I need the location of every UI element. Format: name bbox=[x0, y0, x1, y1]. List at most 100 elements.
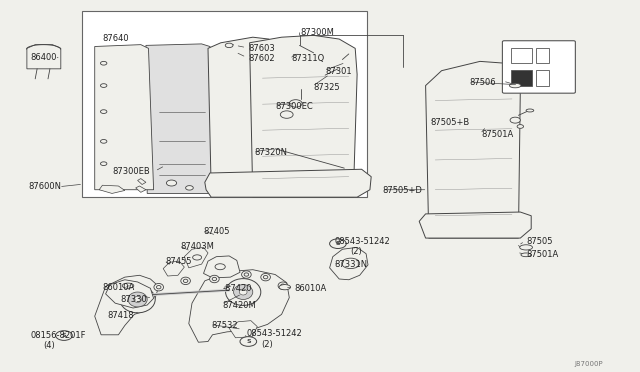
Text: 87532: 87532 bbox=[211, 321, 238, 330]
FancyBboxPatch shape bbox=[511, 70, 532, 86]
FancyBboxPatch shape bbox=[511, 48, 532, 63]
Text: 87600N: 87600N bbox=[29, 182, 62, 191]
Text: 87505+B: 87505+B bbox=[430, 118, 469, 126]
Circle shape bbox=[289, 100, 302, 107]
Ellipse shape bbox=[120, 286, 155, 313]
Circle shape bbox=[225, 43, 233, 48]
Text: 87300EB: 87300EB bbox=[113, 167, 150, 176]
Ellipse shape bbox=[520, 245, 532, 250]
Circle shape bbox=[56, 331, 72, 340]
Polygon shape bbox=[205, 169, 371, 197]
Polygon shape bbox=[419, 212, 531, 238]
Text: 87300EC: 87300EC bbox=[275, 102, 313, 110]
Text: 08543-51242: 08543-51242 bbox=[246, 329, 302, 338]
Text: S: S bbox=[246, 339, 251, 344]
Circle shape bbox=[517, 125, 524, 128]
Ellipse shape bbox=[244, 273, 249, 276]
Ellipse shape bbox=[210, 275, 220, 283]
Polygon shape bbox=[426, 61, 520, 238]
Text: 87331N: 87331N bbox=[334, 260, 367, 269]
Circle shape bbox=[330, 239, 346, 248]
Ellipse shape bbox=[280, 284, 285, 287]
Circle shape bbox=[100, 110, 107, 113]
Polygon shape bbox=[95, 45, 154, 190]
Text: 87506: 87506 bbox=[470, 78, 497, 87]
Circle shape bbox=[166, 180, 177, 186]
Text: 08156-8201F: 08156-8201F bbox=[31, 331, 86, 340]
Ellipse shape bbox=[521, 253, 531, 257]
Circle shape bbox=[100, 84, 107, 87]
Ellipse shape bbox=[263, 275, 268, 279]
Polygon shape bbox=[330, 247, 368, 280]
Text: 87301: 87301 bbox=[325, 67, 352, 76]
Ellipse shape bbox=[261, 273, 270, 281]
FancyBboxPatch shape bbox=[502, 41, 575, 93]
Text: 87330: 87330 bbox=[120, 295, 147, 304]
Ellipse shape bbox=[183, 279, 188, 283]
Polygon shape bbox=[163, 261, 184, 276]
Circle shape bbox=[100, 61, 107, 65]
Polygon shape bbox=[146, 44, 216, 193]
Ellipse shape bbox=[180, 277, 191, 285]
Polygon shape bbox=[138, 179, 146, 185]
Ellipse shape bbox=[156, 286, 161, 289]
Ellipse shape bbox=[154, 283, 164, 291]
Text: 87640: 87640 bbox=[102, 34, 129, 43]
Text: 87403M: 87403M bbox=[180, 242, 214, 251]
Circle shape bbox=[100, 162, 107, 166]
Polygon shape bbox=[184, 247, 208, 268]
Polygon shape bbox=[95, 275, 159, 335]
Polygon shape bbox=[229, 321, 257, 338]
Text: 08543-51242: 08543-51242 bbox=[334, 237, 390, 246]
Text: 87602: 87602 bbox=[248, 54, 275, 62]
Text: 87405: 87405 bbox=[204, 227, 230, 236]
Text: 87505+D: 87505+D bbox=[383, 186, 422, 195]
FancyBboxPatch shape bbox=[536, 70, 549, 86]
Circle shape bbox=[342, 258, 360, 269]
Text: 87603: 87603 bbox=[248, 44, 275, 53]
FancyBboxPatch shape bbox=[536, 48, 549, 63]
Text: 87418: 87418 bbox=[108, 311, 134, 320]
Polygon shape bbox=[250, 35, 357, 197]
Text: (2): (2) bbox=[351, 247, 362, 256]
Ellipse shape bbox=[128, 292, 147, 307]
Text: (4): (4) bbox=[44, 341, 55, 350]
Text: 87420M: 87420M bbox=[223, 301, 257, 310]
Text: -87420: -87420 bbox=[223, 284, 252, 293]
Polygon shape bbox=[208, 37, 285, 190]
Polygon shape bbox=[27, 45, 61, 69]
Polygon shape bbox=[189, 270, 289, 342]
Text: J87000P: J87000P bbox=[574, 361, 603, 367]
Text: 87501A: 87501A bbox=[526, 250, 558, 259]
Ellipse shape bbox=[234, 285, 253, 299]
Ellipse shape bbox=[239, 289, 247, 295]
Text: 87300M: 87300M bbox=[301, 28, 335, 37]
Ellipse shape bbox=[279, 285, 291, 290]
Ellipse shape bbox=[122, 283, 134, 288]
Circle shape bbox=[215, 264, 225, 270]
Text: (2): (2) bbox=[261, 340, 273, 349]
Text: 87311Q: 87311Q bbox=[291, 54, 324, 63]
Ellipse shape bbox=[278, 282, 288, 289]
Text: 87455: 87455 bbox=[165, 257, 191, 266]
Ellipse shape bbox=[226, 279, 261, 305]
Text: S: S bbox=[335, 241, 340, 246]
Ellipse shape bbox=[212, 278, 216, 281]
Text: 87501A: 87501A bbox=[481, 130, 513, 139]
Polygon shape bbox=[106, 280, 154, 308]
Text: S: S bbox=[61, 333, 67, 338]
Circle shape bbox=[240, 337, 257, 346]
Ellipse shape bbox=[134, 296, 141, 302]
Text: 86010A: 86010A bbox=[294, 284, 326, 293]
Circle shape bbox=[186, 186, 193, 190]
Polygon shape bbox=[204, 256, 240, 278]
Text: 87325: 87325 bbox=[314, 83, 340, 92]
Ellipse shape bbox=[242, 271, 252, 278]
Circle shape bbox=[193, 255, 202, 260]
Circle shape bbox=[510, 117, 520, 123]
Text: 86010A: 86010A bbox=[102, 283, 134, 292]
Polygon shape bbox=[136, 186, 146, 192]
Circle shape bbox=[100, 140, 107, 143]
Text: 87320N: 87320N bbox=[254, 148, 287, 157]
FancyBboxPatch shape bbox=[82, 11, 367, 197]
